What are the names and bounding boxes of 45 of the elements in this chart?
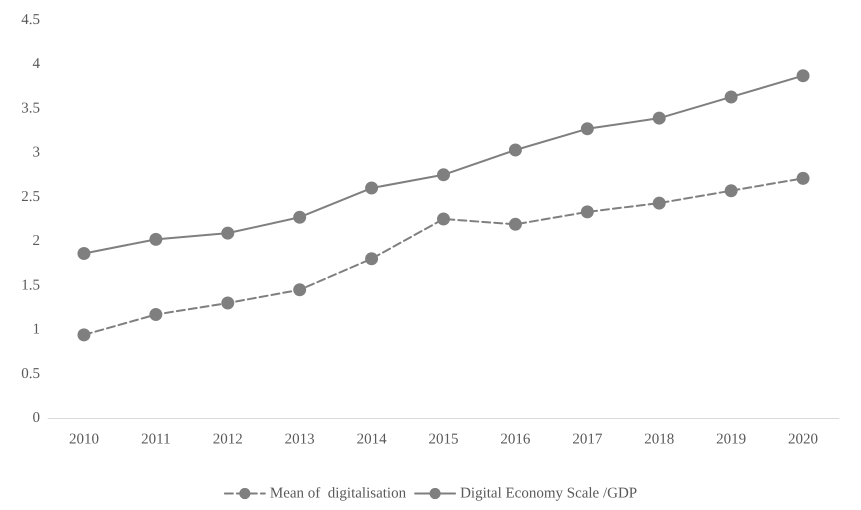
- point: [652, 112, 666, 125]
- x-tick-label: 2013: [284, 432, 315, 448]
- point: [508, 218, 522, 231]
- x-tick-label: 2016: [500, 432, 531, 448]
- y-tick-label: 4: [32, 56, 40, 72]
- point: [77, 328, 90, 342]
- y-tick-label: 1.5: [21, 277, 40, 294]
- point: [437, 212, 450, 226]
- point: [796, 172, 810, 185]
- point: [796, 69, 810, 82]
- legend-label: Digital Economy Scale /GDP: [460, 486, 638, 502]
- x-tick-label: 2019: [716, 432, 746, 448]
- x-tick-label: 2011: [141, 432, 171, 448]
- point: [365, 252, 378, 266]
- x-tick-label: 2014: [356, 432, 388, 448]
- point: [652, 196, 666, 210]
- y-tick-label: 1: [32, 322, 40, 338]
- point: [580, 122, 594, 136]
- y-tick-label: 2: [32, 233, 40, 250]
- point: [365, 182, 378, 195]
- point: [437, 168, 450, 182]
- point: [221, 226, 234, 240]
- x-tick-label: 2012: [212, 432, 243, 448]
- point: [77, 246, 90, 260]
- point: [724, 184, 738, 198]
- x-tick-label: 2020: [788, 432, 818, 448]
- point: [580, 205, 594, 218]
- point: [293, 283, 306, 296]
- x-tick-label: 2018: [644, 432, 674, 448]
- x-tick-label: 2010: [68, 432, 99, 448]
- y-tick-label: 3.5: [21, 100, 40, 116]
- legend-label: Mean of digitalisation: [270, 486, 407, 502]
- y-tick-label: 0: [32, 410, 40, 426]
- point: [724, 90, 738, 104]
- point: [508, 144, 522, 157]
- y-tick-label: 4.5: [21, 12, 40, 28]
- point: [221, 296, 234, 310]
- point: [293, 210, 306, 224]
- y-tick-label: 0.5: [21, 366, 40, 382]
- x-tick-label: 2015: [428, 432, 458, 448]
- point: [149, 232, 162, 246]
- point: [149, 308, 162, 322]
- x-tick-label: 2017: [572, 432, 603, 448]
- y-tick-label: 3: [32, 144, 40, 161]
- y-tick-label: 2.5: [21, 188, 40, 205]
